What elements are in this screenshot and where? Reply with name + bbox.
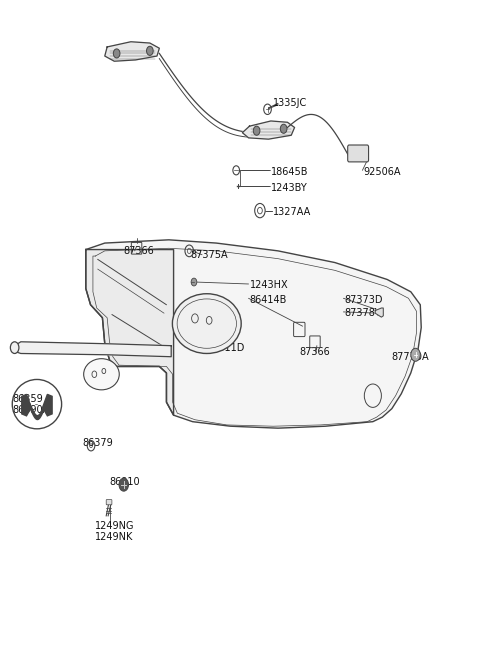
Polygon shape — [43, 394, 52, 416]
Text: 87378V: 87378V — [344, 309, 382, 318]
Circle shape — [411, 348, 420, 362]
Text: 1243BY: 1243BY — [271, 183, 308, 193]
Text: 86414B: 86414B — [250, 295, 287, 305]
Ellipse shape — [11, 342, 19, 354]
Circle shape — [113, 49, 120, 58]
Polygon shape — [86, 250, 174, 415]
Text: 87366: 87366 — [300, 347, 330, 357]
Polygon shape — [105, 42, 159, 61]
FancyBboxPatch shape — [106, 500, 112, 505]
Text: 86359: 86359 — [12, 394, 43, 404]
Circle shape — [191, 278, 197, 286]
Text: 1335JC: 1335JC — [273, 98, 308, 109]
Ellipse shape — [84, 359, 119, 390]
Text: 18645B: 18645B — [271, 166, 308, 177]
Text: 87312F: 87312F — [35, 343, 72, 353]
FancyBboxPatch shape — [348, 145, 369, 162]
Text: 87311D: 87311D — [207, 343, 245, 353]
Circle shape — [253, 126, 260, 136]
Text: 92506A: 92506A — [363, 166, 401, 177]
Polygon shape — [375, 308, 384, 317]
Text: 86910: 86910 — [109, 477, 140, 487]
Ellipse shape — [172, 293, 241, 354]
Text: 87375A: 87375A — [190, 250, 228, 260]
Polygon shape — [22, 394, 31, 416]
Text: 87366: 87366 — [124, 246, 155, 256]
Text: 1249NK: 1249NK — [96, 533, 133, 542]
Polygon shape — [13, 342, 171, 357]
Polygon shape — [86, 240, 421, 428]
Text: 1327AA: 1327AA — [273, 207, 312, 217]
Circle shape — [280, 124, 287, 134]
Circle shape — [119, 478, 129, 491]
Text: 87770A: 87770A — [392, 352, 430, 362]
Text: 87373D: 87373D — [344, 295, 383, 305]
Text: 1249NG: 1249NG — [96, 521, 135, 531]
Polygon shape — [242, 121, 295, 139]
Text: 1243HX: 1243HX — [250, 280, 288, 290]
Text: 86379: 86379 — [83, 438, 113, 448]
Text: 86390A: 86390A — [12, 405, 49, 415]
Circle shape — [146, 47, 153, 56]
